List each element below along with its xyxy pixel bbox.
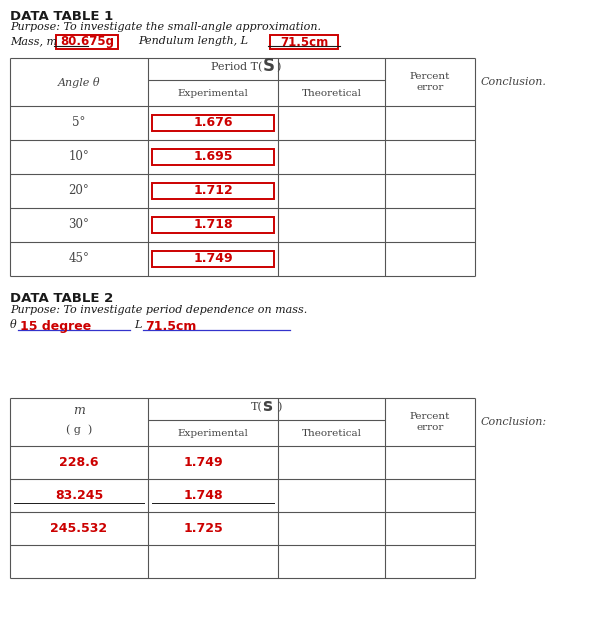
Text: 80.675g: 80.675g	[60, 36, 114, 49]
Text: Percent
error: Percent error	[410, 72, 450, 92]
Text: m: m	[73, 404, 85, 417]
Text: Theoretical: Theoretical	[302, 429, 362, 439]
Text: Experimental: Experimental	[178, 429, 248, 439]
Bar	[270, 35, 338, 49]
Text: DATA TABLE 2: DATA TABLE 2	[10, 292, 114, 305]
Text: 1.749: 1.749	[193, 252, 233, 265]
Text: Experimental: Experimental	[178, 90, 248, 98]
Text: Theoretical: Theoretical	[302, 90, 362, 98]
Text: ): )	[271, 402, 283, 412]
Text: Purpose: To investigate period dependence on mass.: Purpose: To investigate period dependenc…	[10, 305, 307, 315]
Text: 20°: 20°	[69, 184, 89, 197]
Text: Purpose: To investigate the small-angle approximation.: Purpose: To investigate the small-angle …	[10, 22, 321, 32]
Text: Pendulum length, L: Pendulum length, L	[138, 36, 248, 46]
Text: 10°: 10°	[69, 151, 89, 163]
Text: 83.245: 83.245	[55, 489, 103, 502]
Text: 1.712: 1.712	[193, 184, 233, 197]
Text: θ: θ	[10, 320, 17, 330]
Text: 228.6: 228.6	[59, 456, 99, 469]
Text: Percent
error: Percent error	[410, 412, 450, 432]
Bar	[152, 251, 274, 267]
Text: s: s	[262, 397, 273, 415]
Text: 1.676: 1.676	[193, 117, 232, 130]
Text: 1.725: 1.725	[183, 522, 223, 535]
Bar	[152, 149, 274, 165]
Text: 1.695: 1.695	[193, 151, 232, 163]
Text: 245.532: 245.532	[50, 522, 107, 535]
Bar	[152, 217, 274, 233]
Text: ): )	[277, 62, 281, 72]
Bar	[56, 35, 118, 49]
Text: 5°: 5°	[72, 117, 86, 130]
Text: Conclusion.: Conclusion.	[481, 77, 547, 87]
Text: Conclusion:: Conclusion:	[481, 417, 547, 427]
Text: Period T(: Period T(	[211, 62, 262, 72]
Text: S: S	[262, 57, 274, 75]
Text: DATA TABLE 1: DATA TABLE 1	[10, 10, 114, 23]
Bar	[152, 115, 274, 131]
Text: Mass, m: Mass, m	[10, 36, 57, 46]
Bar	[152, 183, 274, 199]
Text: 1.749: 1.749	[183, 456, 223, 469]
Text: 15 degree: 15 degree	[20, 320, 91, 333]
Text: 30°: 30°	[69, 219, 89, 232]
Text: T(: T(	[251, 402, 262, 412]
Text: L: L	[134, 320, 141, 330]
Text: 71.5cm: 71.5cm	[145, 320, 197, 333]
Text: 1.748: 1.748	[183, 489, 223, 502]
Text: 71.5cm: 71.5cm	[280, 36, 328, 49]
Text: 1.718: 1.718	[193, 219, 233, 232]
Text: Angle θ: Angle θ	[58, 77, 100, 87]
Text: ( g  ): ( g )	[66, 425, 92, 435]
Text: 45°: 45°	[69, 252, 89, 265]
